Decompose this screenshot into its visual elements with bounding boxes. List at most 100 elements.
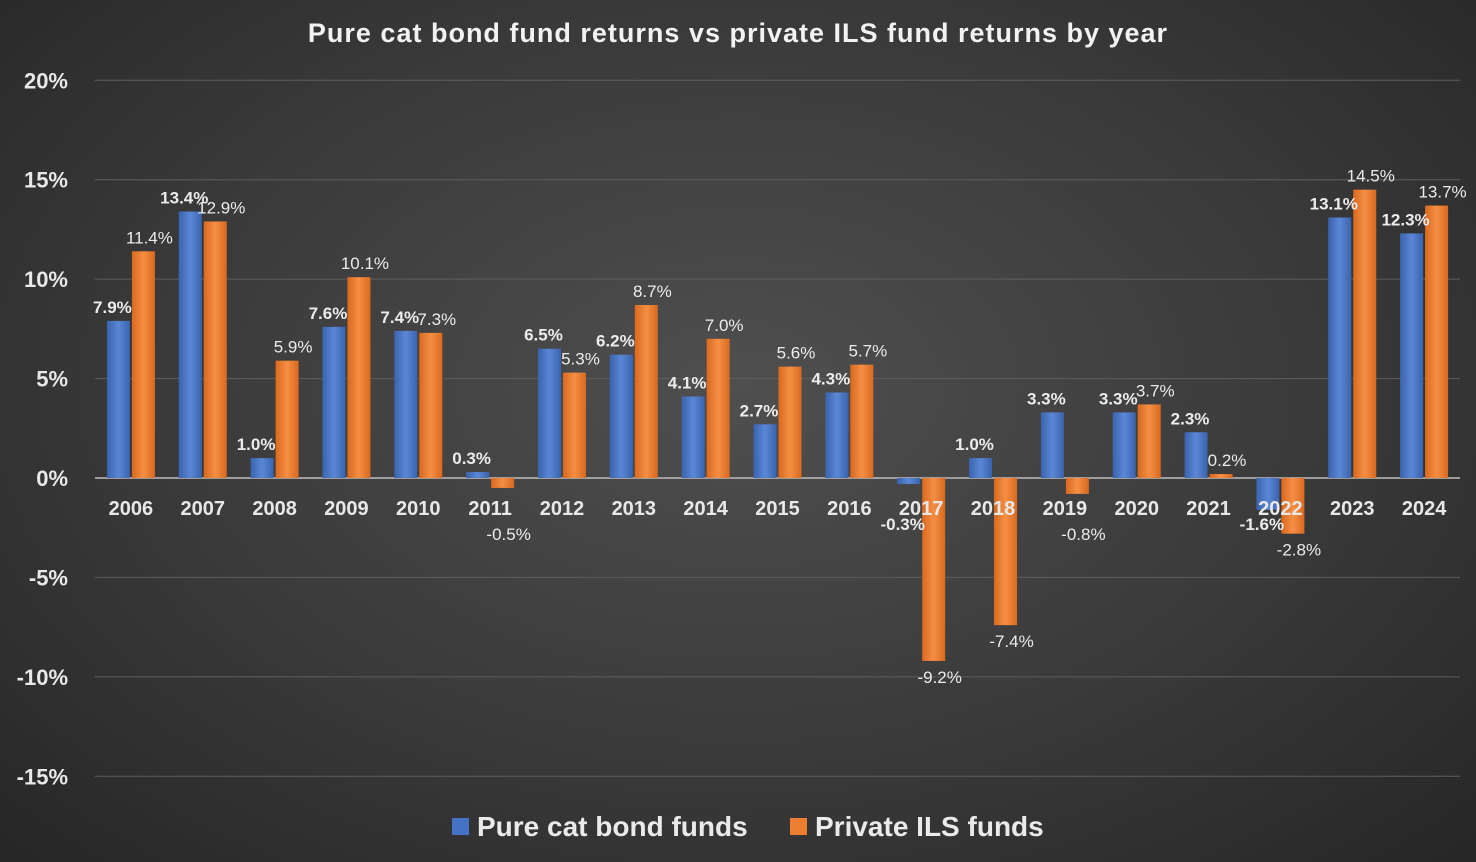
data-label-private-ils: 7.0% — [705, 316, 744, 335]
data-label-private-ils: 10.1% — [341, 254, 389, 273]
data-label-cat-bond: 13.1% — [1310, 194, 1358, 213]
data-label-cat-bond: 7.9% — [93, 298, 132, 317]
bar-private-ils — [1425, 205, 1449, 478]
data-label-cat-bond: 4.3% — [811, 369, 850, 388]
bar-private-ils — [562, 372, 586, 478]
bar-cat-bond — [394, 330, 418, 478]
x-tick-label: 2021 — [1186, 498, 1231, 520]
bar-private-ils — [706, 338, 730, 478]
x-tick-label: 2011 — [468, 498, 511, 520]
bar-cat-bond — [969, 458, 993, 478]
legend-swatch-private-ils — [790, 818, 807, 835]
x-tick-label: 2023 — [1330, 498, 1375, 520]
bar-private-ils — [203, 221, 227, 478]
data-label-private-ils: -7.4% — [989, 632, 1033, 651]
bar-cat-bond — [322, 326, 346, 478]
data-label-cat-bond: 7.4% — [380, 308, 419, 327]
x-tick-label: 2010 — [396, 498, 441, 520]
bar-private-ils — [1353, 189, 1377, 478]
y-tick-label: -10% — [17, 665, 68, 690]
bar-private-ils — [778, 366, 802, 478]
data-label-cat-bond: -0.3% — [880, 515, 924, 534]
x-tick-label: 2014 — [683, 498, 728, 520]
bar-cat-bond — [106, 320, 130, 478]
x-tick-label: 2007 — [181, 498, 226, 520]
bar-private-ils — [1281, 478, 1305, 534]
y-tick-label: 15% — [24, 168, 68, 193]
data-label-cat-bond: -1.6% — [1240, 515, 1284, 534]
data-label-private-ils: 12.9% — [197, 198, 245, 217]
data-label-private-ils: -0.5% — [486, 525, 530, 544]
bar-private-ils — [1137, 404, 1161, 478]
x-tick-label: 2020 — [1114, 498, 1159, 520]
bar-private-ils — [419, 332, 443, 478]
bar-private-ils — [1065, 478, 1089, 494]
data-label-private-ils: -9.2% — [917, 668, 961, 687]
bar-cat-bond — [1112, 412, 1136, 478]
x-tick-label: 2012 — [540, 498, 585, 520]
data-label-cat-bond: 13.4% — [160, 189, 208, 208]
bar-cat-bond — [1400, 233, 1424, 478]
legend-label-private-ils: Private ILS funds — [815, 811, 1044, 842]
x-tick-label: 2013 — [612, 498, 657, 520]
bar-cat-bond — [1328, 217, 1352, 479]
bar-private-ils — [131, 251, 155, 478]
bar-private-ils — [994, 478, 1018, 626]
legend-swatch-cat-bond — [452, 818, 469, 835]
data-label-cat-bond: 6.2% — [596, 332, 635, 351]
x-tick-label: 2017 — [899, 498, 944, 520]
data-label-private-ils: 14.5% — [1347, 167, 1395, 186]
data-label-cat-bond: 1.0% — [955, 435, 994, 454]
data-label-private-ils: 7.3% — [417, 310, 456, 329]
bar-cat-bond — [1040, 412, 1064, 478]
x-tick-label: 2009 — [324, 498, 369, 520]
bar-private-ils — [491, 478, 515, 488]
data-label-cat-bond: 7.6% — [309, 304, 348, 323]
bar-cat-bond — [609, 354, 633, 478]
y-tick-label: 10% — [24, 267, 68, 292]
data-label-private-ils: 0.2% — [1208, 451, 1247, 470]
data-label-private-ils: 8.7% — [633, 282, 672, 301]
x-tick-label: 2024 — [1402, 498, 1447, 520]
bar-cat-bond — [753, 424, 777, 478]
legend: Pure cat bond funds Private ILS funds — [452, 811, 1044, 842]
bar-cat-bond — [537, 348, 561, 478]
data-label-private-ils: 5.3% — [561, 350, 600, 369]
x-tick-label: 2022 — [1258, 498, 1303, 520]
x-tick-label: 2008 — [252, 498, 297, 520]
y-tick-label: 20% — [24, 68, 68, 93]
data-label-cat-bond: 3.3% — [1099, 389, 1138, 408]
bar-cat-bond — [897, 478, 921, 484]
bar-cat-bond — [250, 458, 274, 478]
data-label-private-ils: 5.6% — [777, 344, 816, 363]
data-label-cat-bond: 1.0% — [237, 435, 276, 454]
data-label-private-ils: 13.7% — [1418, 183, 1466, 202]
y-tick-label: 5% — [36, 367, 68, 392]
data-label-cat-bond: 2.3% — [1171, 409, 1210, 428]
data-label-cat-bond: 2.7% — [740, 401, 779, 420]
bar-private-ils — [922, 478, 946, 661]
x-tick-label: 2018 — [971, 498, 1016, 520]
legend-label-cat-bond: Pure cat bond funds — [477, 811, 748, 842]
x-tick-label: 2016 — [827, 498, 872, 520]
bar-private-ils — [1209, 474, 1233, 478]
y-tick-label: -15% — [17, 764, 68, 789]
bar-cat-bond — [681, 396, 705, 478]
data-label-private-ils: 5.9% — [274, 338, 313, 357]
data-label-cat-bond: 12.3% — [1381, 210, 1429, 229]
data-label-private-ils: -2.8% — [1277, 541, 1321, 560]
data-label-private-ils: -0.8% — [1061, 525, 1105, 544]
bar-private-ils — [634, 304, 658, 478]
bar-cat-bond — [466, 472, 490, 478]
chart-title: Pure cat bond fund returns vs private IL… — [308, 18, 1168, 48]
data-label-cat-bond: 6.5% — [524, 326, 563, 345]
x-tick-label: 2015 — [755, 498, 800, 520]
bar-private-ils — [275, 360, 299, 478]
bar-cat-bond — [825, 392, 849, 478]
y-tick-label: 0% — [36, 466, 68, 491]
data-label-private-ils: 5.7% — [848, 342, 887, 361]
bar-cat-bond — [1184, 432, 1208, 478]
x-tick-label: 2019 — [1043, 498, 1088, 520]
y-tick-label: -5% — [29, 565, 68, 590]
